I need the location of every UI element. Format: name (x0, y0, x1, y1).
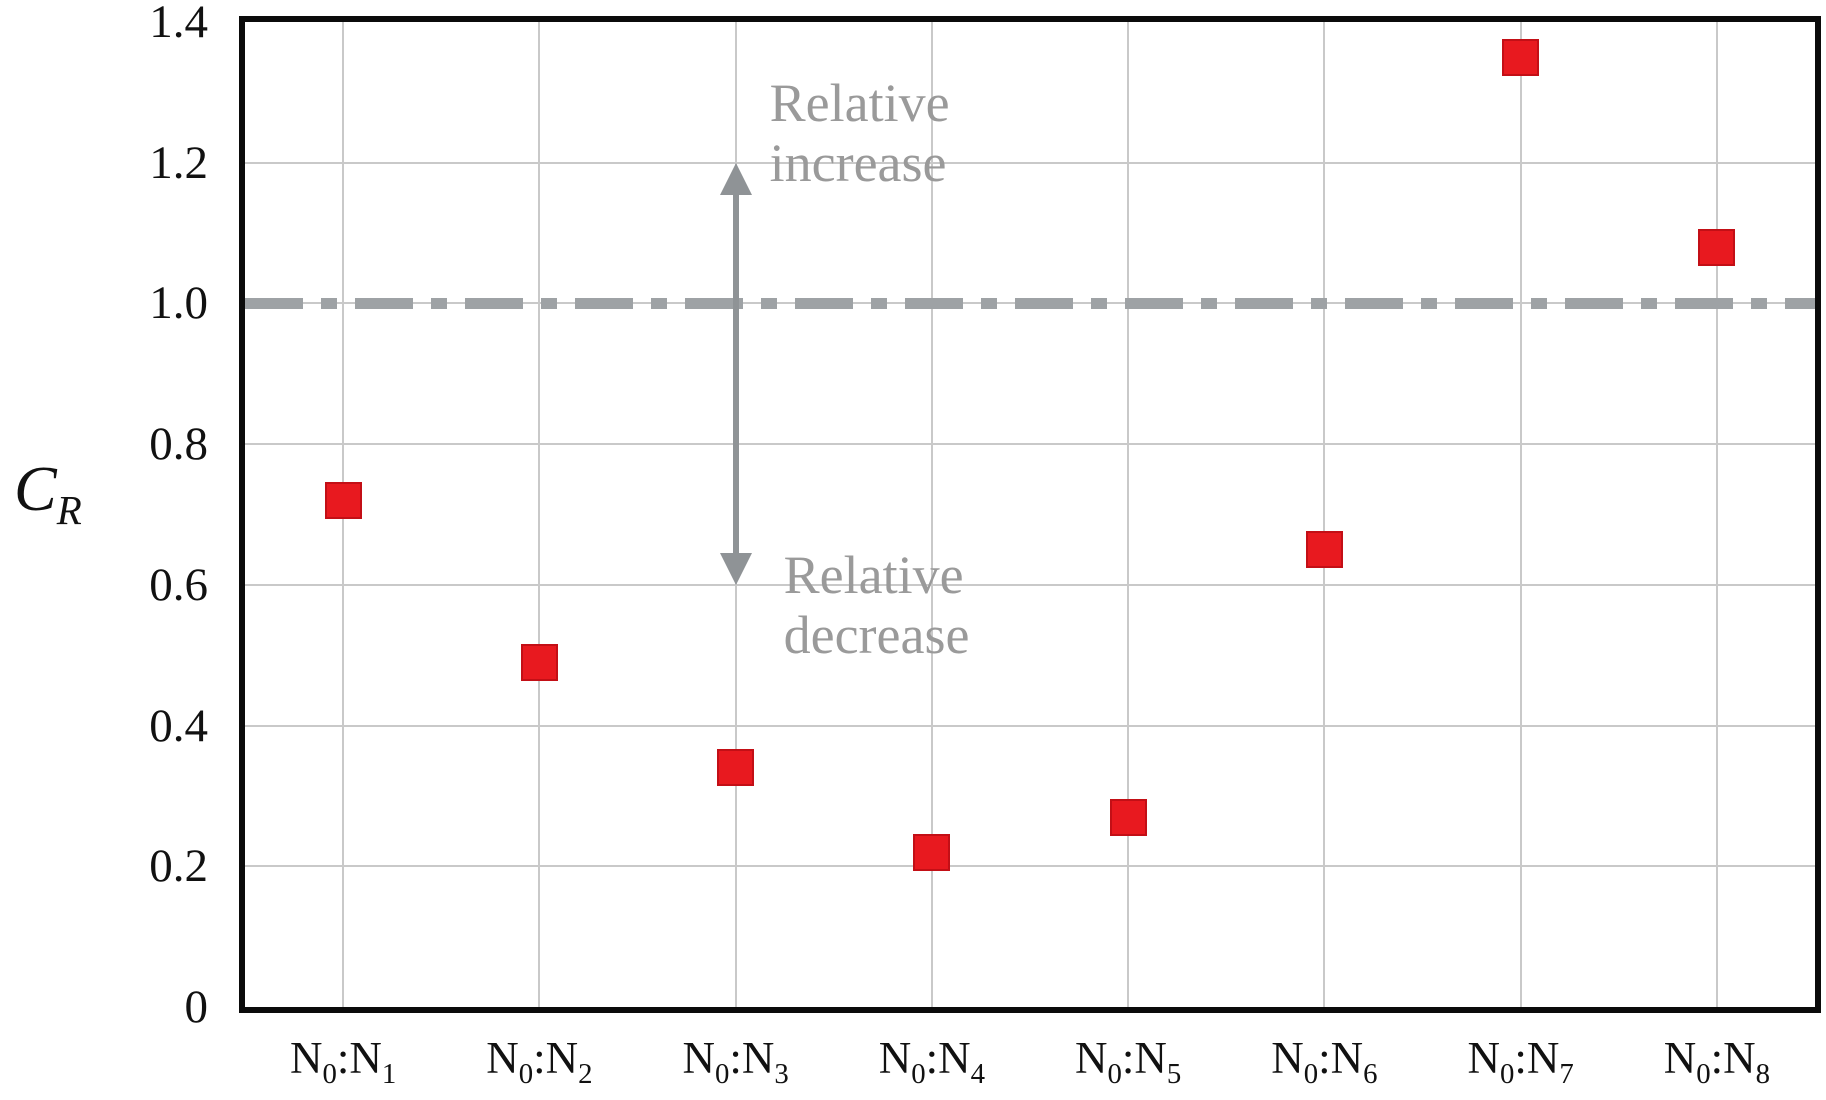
data-point (717, 749, 755, 787)
y-tick-label: 1.4 (149, 0, 208, 48)
v-gridline (930, 22, 933, 1007)
annotation-line: Relative (783, 544, 964, 605)
reference-line (245, 297, 1815, 309)
x-tick-label: N0:N8 (1663, 1033, 1771, 1090)
y-tick-label: 0.2 (149, 840, 208, 893)
data-point (1502, 38, 1540, 76)
x-tick-label: N0:N4 (878, 1033, 986, 1090)
y-tick-label: 0.4 (149, 699, 208, 752)
v-gridline (1519, 22, 1522, 1007)
x-tick-label: N0:N3 (682, 1033, 789, 1090)
annotation-relative-increase: Relative increase (770, 73, 950, 194)
y-tick-label: 0.6 (149, 558, 208, 611)
v-gridline (1323, 22, 1326, 1007)
data-point (1109, 798, 1147, 836)
arrow-head-down-icon (719, 552, 752, 585)
v-gridline (1715, 22, 1718, 1007)
v-gridline (538, 22, 541, 1007)
y-tick-label: 0.8 (149, 418, 208, 471)
h-gridline (245, 724, 1815, 727)
annotation-line: decrease (783, 605, 970, 666)
data-point (520, 643, 558, 681)
annotation-relative-decrease: Relative decrease (784, 545, 970, 666)
y-tick-label: 1.2 (149, 136, 208, 189)
data-point (1698, 228, 1736, 266)
data-point (913, 833, 951, 871)
h-gridline (245, 443, 1815, 446)
x-tick-label: N0:N7 (1467, 1033, 1574, 1090)
annotation-line: increase (769, 133, 947, 194)
y-tick-label: 1.0 (149, 277, 208, 330)
x-tick-label: N0:N1 (289, 1033, 397, 1090)
plot-area: Relative increase Relative decrease (239, 16, 1821, 1013)
h-gridline (245, 161, 1815, 164)
x-tick-label: N0:N5 (1074, 1033, 1182, 1090)
arrow-head-up-icon (719, 162, 752, 195)
arrow-line (732, 188, 739, 559)
h-gridline (245, 865, 1815, 868)
annotation-line: Relative (769, 72, 950, 133)
data-point (1305, 531, 1343, 569)
h-gridline (245, 583, 1815, 586)
y-axis-title: CR (14, 453, 82, 533)
x-tick-label: N0:N2 (486, 1033, 593, 1090)
x-tick-label: N0:N6 (1271, 1033, 1378, 1090)
data-point (324, 481, 362, 519)
y-tick-label: 0 (184, 981, 209, 1033)
v-gridline (1127, 22, 1130, 1007)
